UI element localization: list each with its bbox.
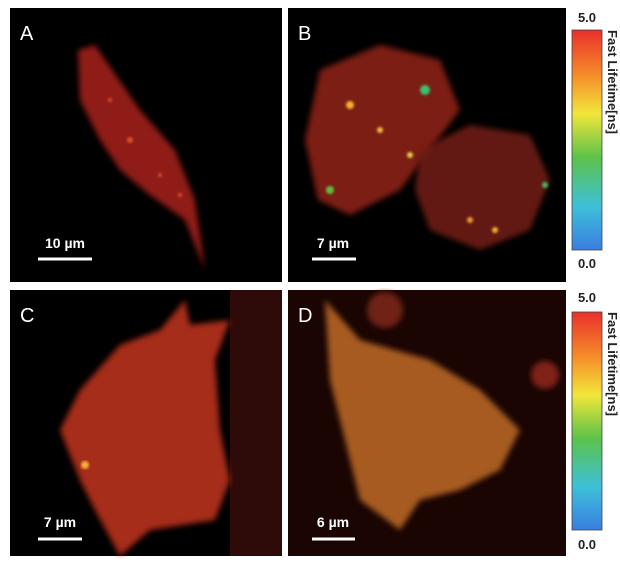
colorbar-title: Fast Lifetime[ns] [605, 30, 620, 134]
panel-c: C 7 µm [10, 290, 282, 556]
colorbar-1: 5.0 0.0 Fast Lifetime[ns] [572, 10, 620, 271]
colorbar-title: Fast Lifetime[ns] [605, 312, 620, 416]
colorbar-gradient [572, 30, 602, 250]
panel-label: C [20, 305, 34, 327]
figure: A 10 µm B 7 µm C 7 µm D 6 µm [0, 0, 620, 562]
scale-bar-label: 6 µm [317, 514, 349, 530]
scale-bar-label: 7 µm [44, 514, 76, 530]
panel-d: D 6 µm [288, 290, 566, 556]
colorbar-2: 5.0 0.0 Fast Lifetime[ns] [572, 290, 620, 552]
panel-label: B [298, 23, 311, 45]
cell [531, 361, 559, 389]
colorbar-gradient [572, 312, 602, 530]
colorbar-min: 0.0 [578, 537, 596, 552]
speckle [81, 461, 89, 469]
colorbar-max: 5.0 [578, 10, 596, 25]
panel-b: B 7 µm [288, 8, 566, 282]
scale-bar-label: 10 µm [45, 235, 85, 251]
scale-bar-label: 7 µm [317, 235, 349, 251]
background [230, 290, 282, 556]
colorbar-min: 0.0 [578, 256, 596, 271]
panel-label: D [298, 305, 312, 327]
panel-label: A [20, 23, 34, 45]
panel-a: A 10 µm [10, 8, 282, 282]
colorbar-max: 5.0 [578, 290, 596, 305]
cell [367, 292, 403, 328]
